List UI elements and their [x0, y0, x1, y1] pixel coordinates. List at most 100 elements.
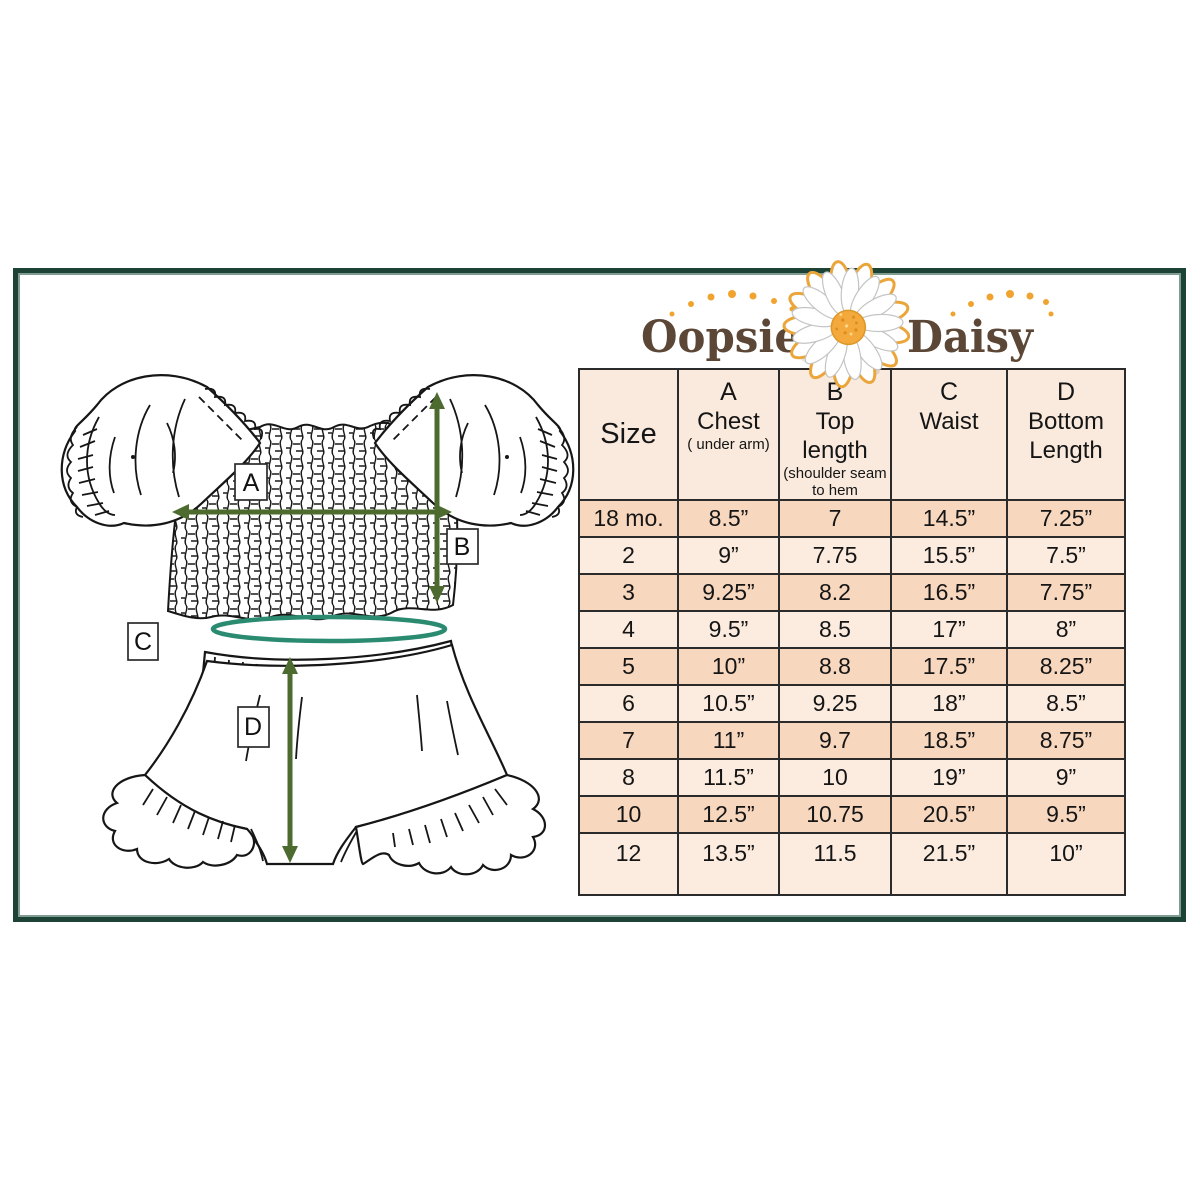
logo-word-daisy: Daisy: [907, 312, 1034, 363]
bloomers-drawing: [102, 639, 547, 876]
measurement-cell: 8.25”: [1006, 647, 1126, 686]
measurement-cell: 11”: [677, 721, 780, 760]
measurement-cell: 10”: [1006, 832, 1126, 896]
right-puff-sleeve: [373, 374, 575, 527]
measurement-cell: 8.8: [778, 647, 892, 686]
size-chart-table: Size A Chest ( under arm) B Top length (…: [578, 368, 1126, 896]
measurement-cell: 9.25: [778, 684, 892, 723]
left-shoulder-seam: [198, 396, 244, 442]
measurement-cell: 20.5”: [890, 795, 1008, 834]
measurement-cell: 7.75: [778, 536, 892, 575]
measurement-cell: 13.5”: [677, 832, 780, 896]
size-cell: 18 mo.: [578, 499, 679, 538]
size-cell: 6: [578, 684, 679, 723]
size-cell: 2: [578, 536, 679, 575]
header-row: Size A Chest ( under arm) B Top length (…: [578, 368, 1126, 501]
svg-text:D: D: [244, 713, 262, 741]
measurement-cell: 11.5: [778, 832, 892, 896]
measurement-cell: 7.5”: [1006, 536, 1126, 575]
measurement-cell: 9.5”: [677, 610, 780, 649]
measurement-cell: 7.75”: [1006, 573, 1126, 612]
logo-dots-left: [669, 290, 795, 317]
right-neck-gather: [371, 387, 431, 440]
col-header-waist: C Waist: [890, 368, 1008, 501]
measurement-cell: 10”: [677, 647, 780, 686]
logo-dots-right: [950, 290, 1054, 317]
left-puff-sleeve: [60, 374, 262, 527]
col-header-bottom-length: D Bottom Length: [1006, 368, 1126, 501]
measurement-cell: 12.5”: [677, 795, 780, 834]
measurement-cell: 9.25”: [677, 573, 780, 612]
measurement-cell: 21.5”: [890, 832, 1008, 896]
left-neck-gather: [204, 387, 264, 440]
measurement-cell: 16.5”: [890, 573, 1008, 612]
oopsie-daisy-logo: Oopsie Daisy: [641, 260, 1054, 389]
measurement-cell: 8.2: [778, 573, 892, 612]
svg-text:A: A: [243, 469, 260, 497]
measurement-cell: 8”: [1006, 610, 1126, 649]
label-d: D: [237, 706, 270, 748]
waist-measure-ellipse: [210, 614, 448, 644]
label-a: A: [234, 463, 268, 501]
right-leg-ruffle: [354, 773, 547, 876]
table-row: 8 11.5” 10 19” 9”: [578, 758, 1126, 797]
table-row: 3 9.25” 8.2 16.5” 7.75”: [578, 573, 1126, 612]
measurement-cell: 7: [778, 499, 892, 538]
size-cell: 4: [578, 610, 679, 649]
measurement-cell: 10.5”: [677, 684, 780, 723]
table-row: 7 11” 9.7 18.5” 8.75”: [578, 721, 1126, 760]
measurement-arrow-b: [429, 392, 445, 603]
measurement-cell: 17”: [890, 610, 1008, 649]
table-row: 2 9” 7.75 15.5” 7.5”: [578, 536, 1126, 575]
right-sleeve-ruffle: [519, 416, 569, 518]
size-cell: 8: [578, 758, 679, 797]
measurement-cell: 8.5”: [677, 499, 780, 538]
svg-text:B: B: [454, 533, 471, 561]
measurement-cell: 9”: [1006, 758, 1126, 797]
smocked-top-drawing: [60, 374, 575, 621]
size-cell: 12: [578, 832, 679, 896]
daisy-center: [830, 309, 867, 346]
logo-word-oopsie: Oopsie: [641, 312, 801, 363]
measurement-cell: 18”: [890, 684, 1008, 723]
table-row: 12 13.5” 11.5 21.5” 10”: [578, 832, 1126, 896]
measurement-cell: 14.5”: [890, 499, 1008, 538]
measurement-cell: 15.5”: [890, 536, 1008, 575]
measurement-cell: 9.7: [778, 721, 892, 760]
measurement-cell: 8.75”: [1006, 721, 1126, 760]
size-cell: 10: [578, 795, 679, 834]
col-header-size: Size: [578, 368, 679, 501]
label-c: C: [127, 622, 159, 661]
measurement-cell: 9.5”: [1006, 795, 1126, 834]
garment-measurement-diagram: A B C D: [60, 374, 575, 876]
table-row: 5 10” 8.8 17.5” 8.25”: [578, 647, 1126, 686]
table-row: 4 9.5” 8.5 17” 8”: [578, 610, 1126, 649]
measurement-cell: 9”: [677, 536, 780, 575]
left-leg-ruffle: [102, 773, 256, 869]
table-row: 10 12.5” 10.75 20.5” 9.5”: [578, 795, 1126, 834]
measurement-cell: 8.5”: [1006, 684, 1126, 723]
size-cell: 5: [578, 647, 679, 686]
measurement-cell: 18.5”: [890, 721, 1008, 760]
measurement-arrow-d: [282, 657, 298, 863]
measurement-cell: 8.5: [778, 610, 892, 649]
measurement-cell: 17.5”: [890, 647, 1008, 686]
label-b: B: [446, 528, 479, 565]
right-shoulder-seam: [391, 396, 437, 442]
measurement-cell: 11.5”: [677, 758, 780, 797]
measurement-cell: 10: [778, 758, 892, 797]
col-header-chest: A Chest ( under arm): [677, 368, 780, 501]
size-cell: 7: [578, 721, 679, 760]
table-row: 18 mo. 8.5” 7 14.5” 7.25”: [578, 499, 1126, 538]
measurement-cell: 10.75: [778, 795, 892, 834]
size-cell: 3: [578, 573, 679, 612]
page-frame: [13, 268, 1186, 922]
measurement-cell: 19”: [890, 758, 1008, 797]
table-row: 6 10.5” 9.25 18” 8.5”: [578, 684, 1126, 723]
daisy-icon: [782, 260, 911, 389]
left-sleeve-ruffle: [66, 416, 116, 518]
svg-text:C: C: [134, 628, 152, 656]
col-header-top-length: B Top length (shoulder seam to hem: [778, 368, 892, 501]
measurement-cell: 7.25”: [1006, 499, 1126, 538]
